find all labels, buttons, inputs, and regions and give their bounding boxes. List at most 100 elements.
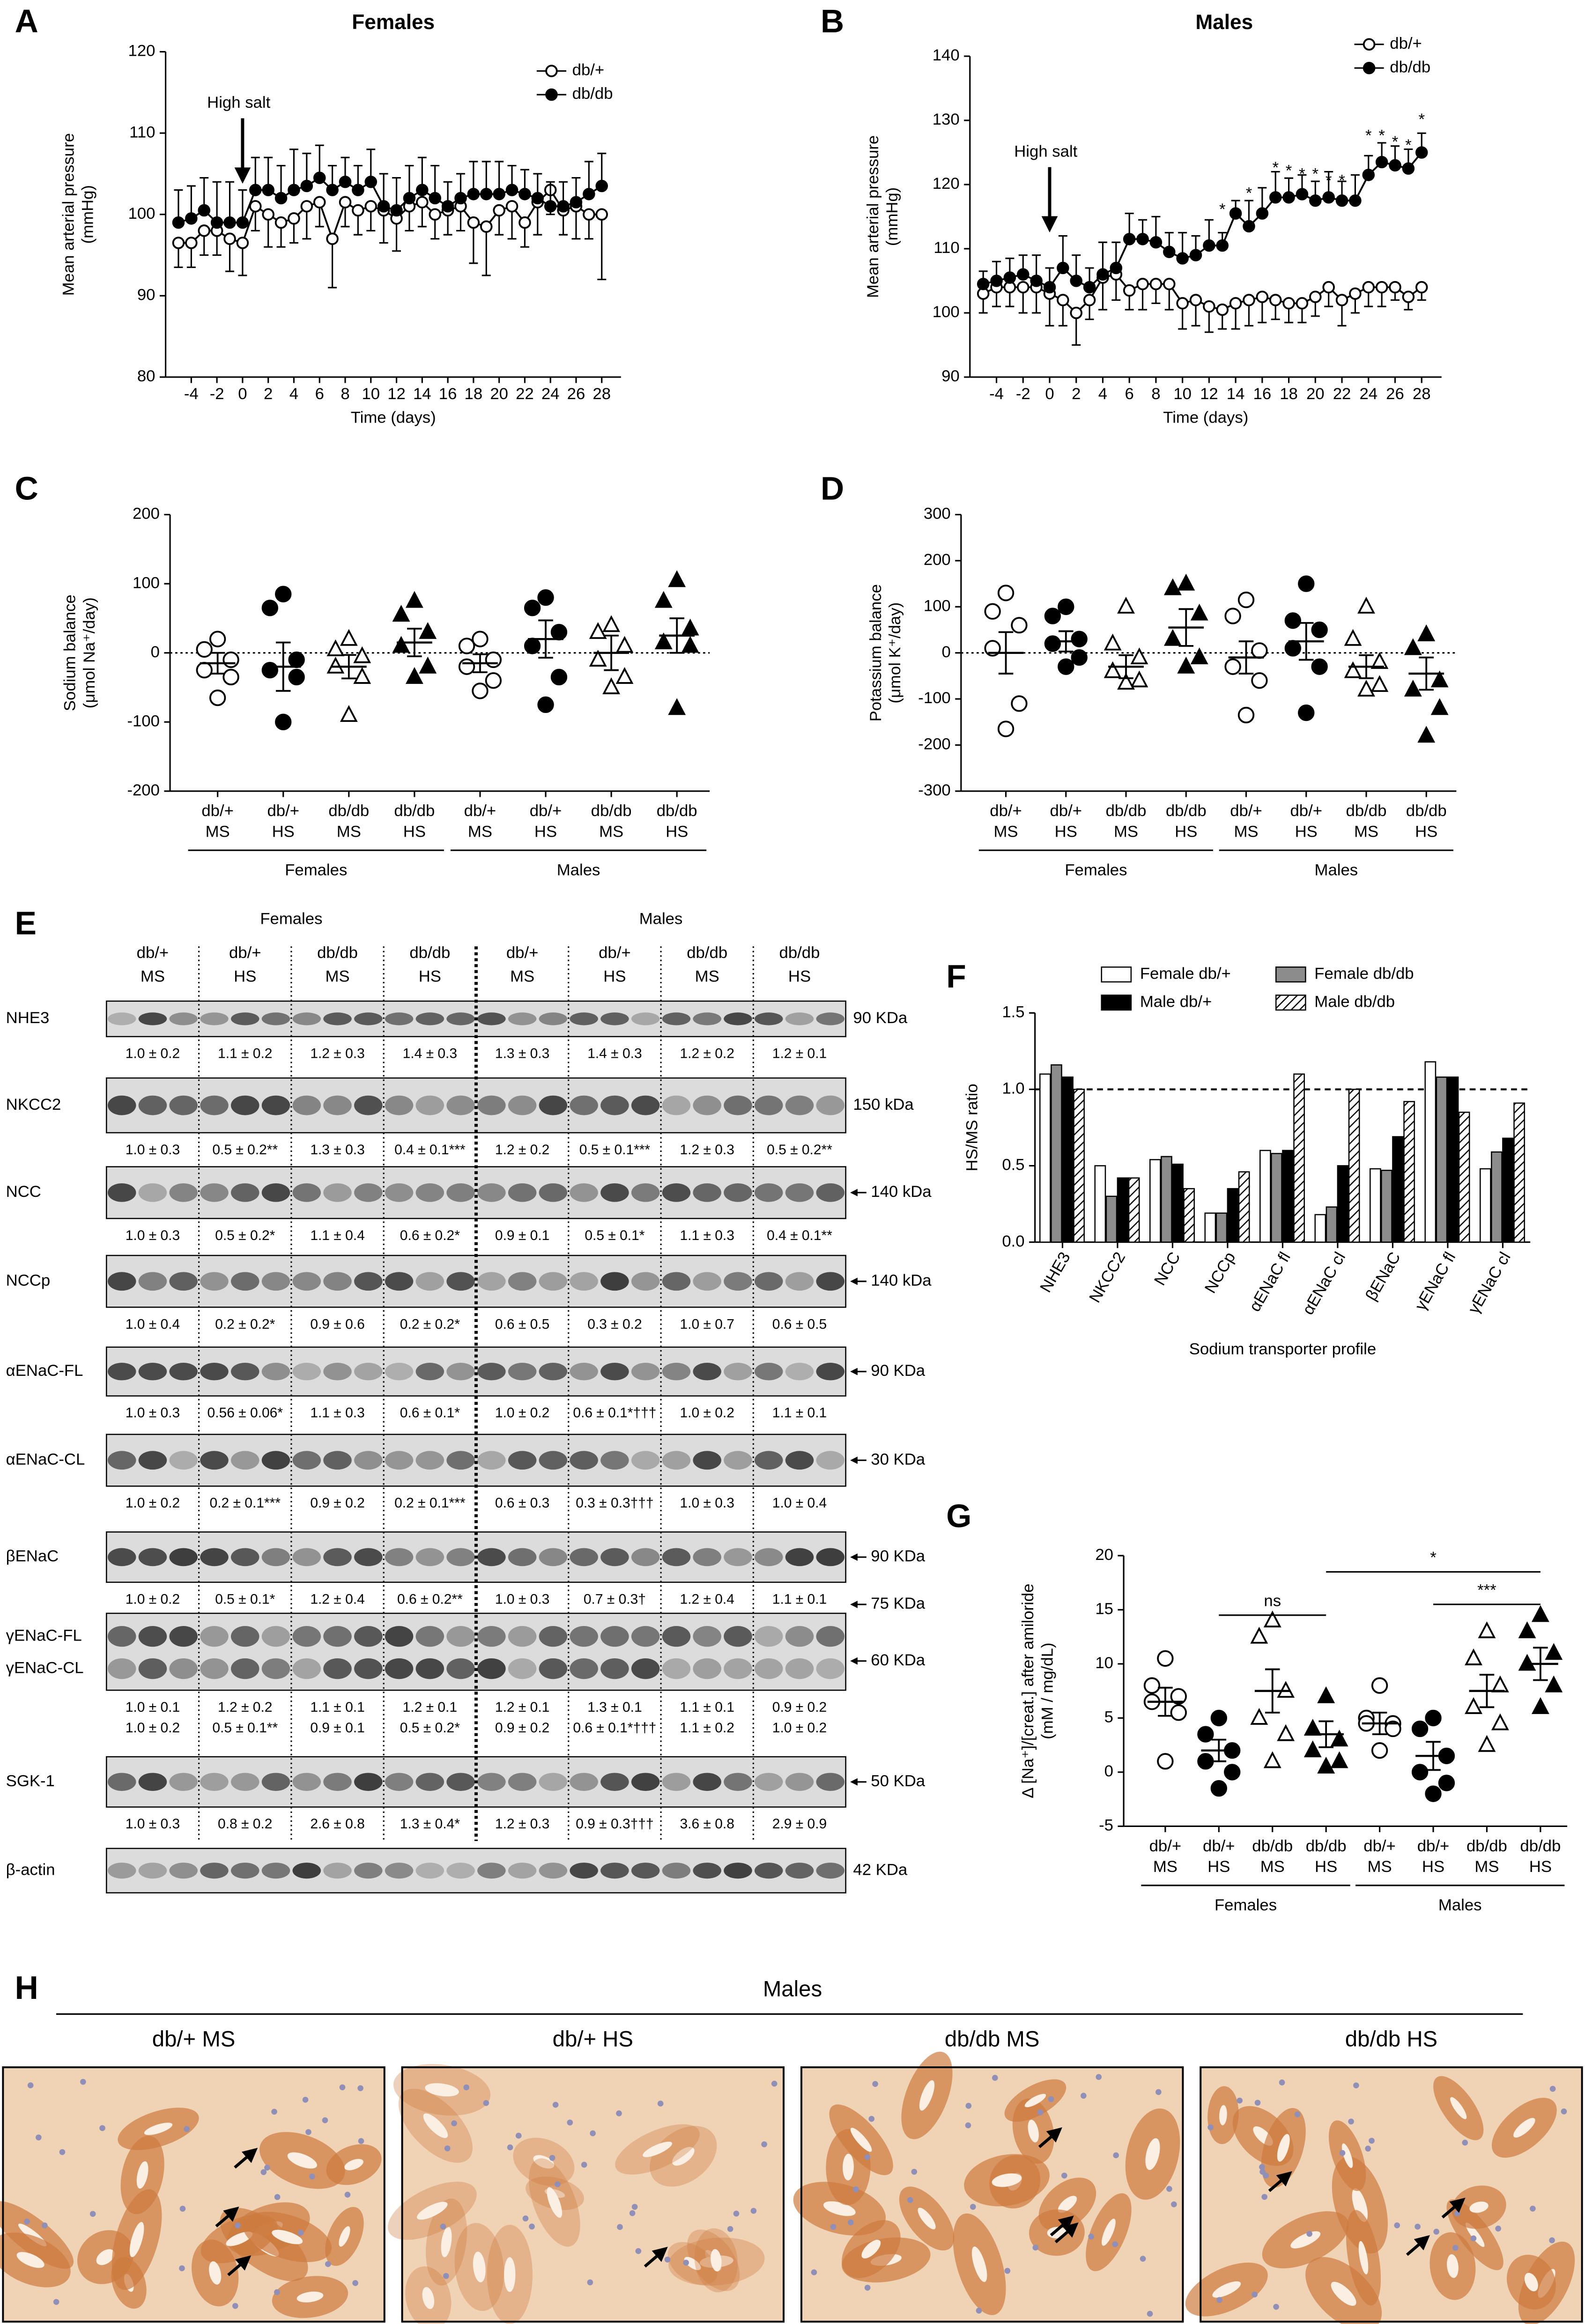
data-point <box>550 668 568 685</box>
data-point <box>1083 281 1096 294</box>
nucleus <box>440 2223 446 2230</box>
data-point <box>1296 188 1309 200</box>
blot-group-label: MS <box>510 968 534 986</box>
y-tick-label: 100 <box>933 303 960 321</box>
data-point <box>340 629 358 646</box>
x-tick-label: HS <box>1529 1858 1552 1876</box>
nucleus <box>443 2273 449 2279</box>
data-point <box>1058 598 1074 615</box>
data-point <box>1317 1756 1335 1774</box>
arrow <box>644 2247 668 2268</box>
blot-quant: 1.2 ± 0.2 <box>680 1046 734 1062</box>
blot-quant: 0.9 ± 0.1 <box>310 1720 364 1736</box>
blot-band <box>508 1773 537 1791</box>
lumen <box>1358 2241 1369 2275</box>
y-tick-label: 90 <box>941 367 960 385</box>
data-point <box>1044 608 1061 624</box>
bar <box>1403 1101 1415 1243</box>
y-tick-label: 0.5 <box>1002 1156 1024 1174</box>
group-label: Males <box>1315 861 1358 879</box>
data-point <box>364 176 378 188</box>
x-tick-label: -2 <box>1016 385 1030 403</box>
blot-quant: 1.2 ± 0.3 <box>680 1142 734 1158</box>
blot-quant: 0.2 ± 0.1*** <box>394 1495 466 1511</box>
lumen <box>711 2249 722 2272</box>
blot-size-label: 90 KDa <box>871 1362 925 1380</box>
panel-letter: C <box>15 470 38 506</box>
sem-bar <box>1479 1674 1495 1708</box>
blot-band <box>415 1183 444 1202</box>
data-point <box>326 639 345 656</box>
data-point <box>353 667 371 684</box>
data-point <box>467 188 480 200</box>
annotation: High salt <box>1014 142 1077 160</box>
legend-label: Female db/+ <box>1140 965 1231 982</box>
bar <box>1073 1089 1085 1243</box>
nucleus <box>970 2204 976 2210</box>
image-label: db/+ MS <box>152 2027 236 2052</box>
data-point <box>524 600 541 616</box>
blot-band <box>138 1451 167 1470</box>
blot-row-label: NHE3 <box>6 1009 50 1027</box>
data-point <box>544 200 557 213</box>
data-point <box>545 88 558 101</box>
y-axis-label: (μmol Na⁺/day) <box>81 597 98 708</box>
data-point <box>1130 670 1148 688</box>
blot-band <box>508 1363 537 1381</box>
data-point <box>1197 1753 1214 1770</box>
blot-band <box>261 1548 290 1567</box>
data-point <box>1057 294 1069 306</box>
blot-band <box>230 1451 259 1470</box>
panel-letter: F <box>946 958 966 995</box>
sem-bar <box>341 654 356 680</box>
data-point <box>1017 281 1030 294</box>
data-point <box>1243 294 1255 306</box>
nucleus <box>1470 2235 1477 2242</box>
data-point <box>416 184 429 196</box>
blot-quant: 1.0 ± 0.3 <box>126 1142 180 1158</box>
x-tick-label: 24 <box>541 385 560 403</box>
blot-header: Females <box>260 910 322 928</box>
blot-band <box>385 1095 414 1115</box>
blot-quant: 1.0 ± 0.2 <box>772 1720 827 1736</box>
blot-band <box>354 1272 383 1291</box>
blot-band <box>816 1863 845 1879</box>
group-label: Females <box>1215 1896 1277 1914</box>
blot-band <box>230 1863 259 1879</box>
x-tick-label: db/+ <box>530 802 562 820</box>
blot-band <box>539 1451 568 1470</box>
nucleus <box>1452 2245 1459 2251</box>
chart-title: Females <box>352 11 435 34</box>
nucleus <box>1454 2210 1460 2217</box>
blot-band <box>754 1183 783 1202</box>
x-tick-label: MS <box>1474 1858 1499 1876</box>
blot-size-label: 140 kDa <box>871 1271 932 1289</box>
nucleus <box>771 2080 778 2087</box>
data-point <box>1149 278 1163 290</box>
data-point <box>1190 647 1208 665</box>
group-label: Males <box>557 861 600 879</box>
blot-group-label: db/+ <box>599 944 631 962</box>
lumen <box>1513 2118 1535 2138</box>
y-tick-label: 130 <box>933 111 960 128</box>
blot-band <box>138 1012 167 1025</box>
sem-bar <box>604 634 619 671</box>
blot-group-label: db/db <box>687 944 727 962</box>
blot-band <box>570 1626 598 1647</box>
blot-size-label: 90 KDa <box>853 1009 907 1027</box>
x-tick-label: -4 <box>184 385 199 403</box>
arrow <box>227 2255 252 2276</box>
x-tick-label: MS <box>599 823 623 840</box>
blot-band <box>169 1773 198 1791</box>
blot-band <box>631 1863 660 1879</box>
nucleus <box>1088 2234 1094 2240</box>
y-tick-label: -300 <box>918 781 951 799</box>
sem-bar <box>1158 1686 1173 1717</box>
data-point <box>1430 670 1449 688</box>
blot-band <box>292 1863 321 1879</box>
x-tick-label: HS <box>666 823 688 840</box>
blot-band <box>816 1451 845 1470</box>
panel-letter: D <box>821 470 844 506</box>
blot-band <box>323 1272 352 1291</box>
y-axis-label: Mean arterial pressure <box>60 133 78 296</box>
